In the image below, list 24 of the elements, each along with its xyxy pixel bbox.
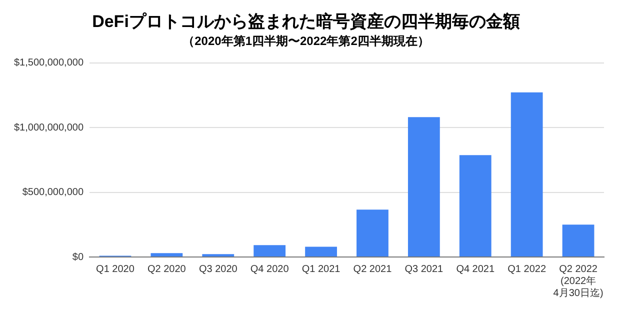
x-tick-label: Q1 2022 [508, 264, 546, 275]
bar [562, 224, 594, 256]
y-tick-label: $500,000,000 [22, 187, 84, 198]
x-tick-label: Q2 2021 [353, 264, 392, 275]
x-tick-label: Q4 2020 [250, 264, 290, 275]
chart-subtitle: （2020年第1四半期〜2022年第2四半期現在） [182, 34, 430, 48]
bar [408, 117, 440, 256]
bar [356, 210, 388, 256]
bar [305, 246, 337, 256]
y-tick-label: $1,500,000,000 [14, 58, 84, 69]
x-tick-label: Q2 2022 (2022年 4月30日迄) [553, 264, 604, 299]
x-tick-label: Q4 2021 [456, 264, 495, 275]
chart-title: DeFiプロトコルから盗まれた暗号資産の四半期毎の金額 [92, 12, 520, 31]
bar [510, 92, 543, 256]
bar [459, 155, 492, 256]
bar [150, 253, 183, 256]
bar [254, 245, 286, 256]
x-tick-label: Q2 2020 [147, 264, 186, 275]
x-tick-label: Q1 2020 [96, 264, 135, 275]
x-tick-label: Q3 2020 [198, 264, 238, 275]
x-tick-label: Q3 2021 [404, 264, 444, 275]
y-tick-label: $0 [72, 252, 84, 263]
x-tick-label: Q1 2021 [302, 264, 341, 275]
y-tick-label: $1,000,000,000 [14, 122, 84, 134]
